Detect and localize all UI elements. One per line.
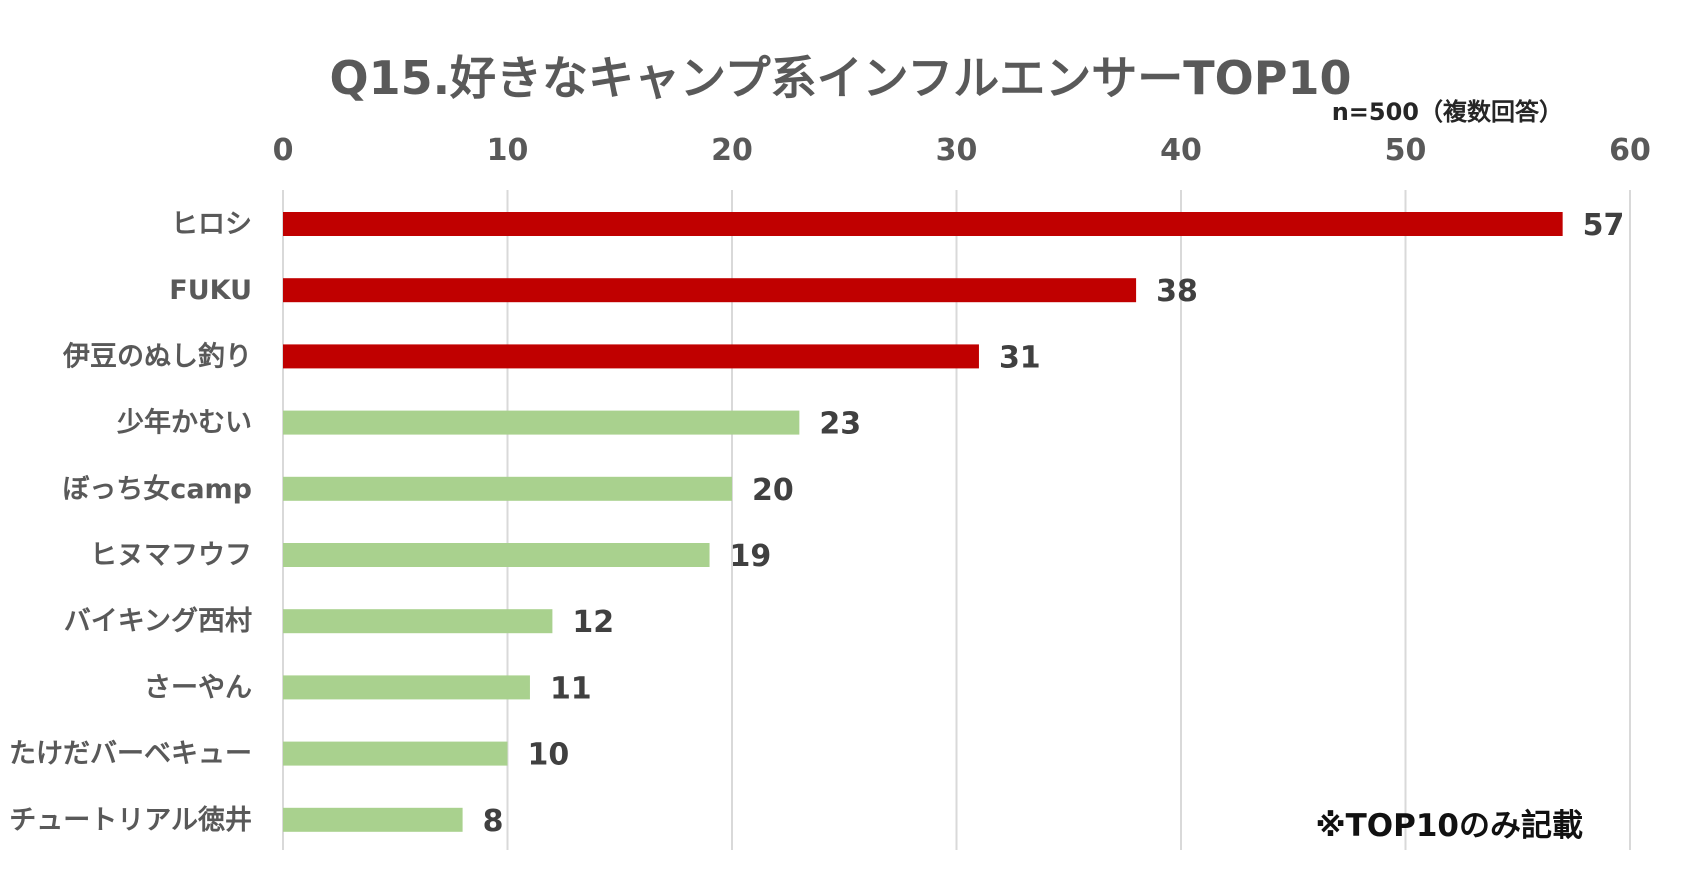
bar-5 [283,543,710,567]
bars [283,212,1563,832]
data-label: 12 [572,605,614,640]
category-label: FUKU [169,275,252,306]
x-axis-ticks: 0 10 20 30 40 50 60 [273,133,1651,168]
data-label: 38 [1156,274,1198,309]
bar-0 [283,212,1563,236]
data-label: 31 [999,340,1041,375]
x-tick-label: 60 [1609,133,1651,168]
chart-subtitle: n=500（複数回答） [1331,98,1563,126]
data-label: 8 [483,804,504,839]
data-label: 19 [730,539,772,574]
data-label: 57 [1583,208,1625,243]
bar-2 [283,344,979,369]
data-label: 11 [550,671,592,706]
x-tick-label: 10 [487,133,529,168]
bar-1 [283,278,1137,303]
bar-9 [283,807,463,832]
data-label: 23 [819,407,861,442]
x-tick-label: 20 [711,133,753,168]
chart-note: ※TOP10のみ記載 [1315,808,1584,844]
category-label: 伊豆のぬし釣り [62,340,252,372]
x-tick-label: 40 [1160,133,1202,168]
bar-6 [283,609,553,634]
category-label: バイキング西村 [64,605,252,637]
category-label: 少年かむい [117,407,252,439]
x-tick-label: 50 [1385,133,1427,168]
bar-3 [283,410,800,435]
chart-title: Q15.好きなキャンプ系インフルエンサーTOP10 [329,51,1352,105]
category-label: たけだバーベキュー [9,739,252,770]
bar-4 [283,476,732,501]
data-label: 20 [752,473,794,508]
bar-7 [283,675,530,700]
x-tick-label: 0 [273,133,294,168]
category-label: チュートリアル徳井 [9,805,252,836]
category-label: ヒロシ [171,209,252,240]
category-label: ヒヌマフウフ [90,540,252,571]
category-label: ぼっち女camp [62,473,252,505]
x-tick-label: 30 [936,133,978,168]
data-label: 10 [528,738,570,773]
data-labels: 57 38 31 23 20 19 12 11 10 8 [483,208,1625,839]
category-label: さーやん [144,672,252,703]
bar-8 [283,741,508,766]
